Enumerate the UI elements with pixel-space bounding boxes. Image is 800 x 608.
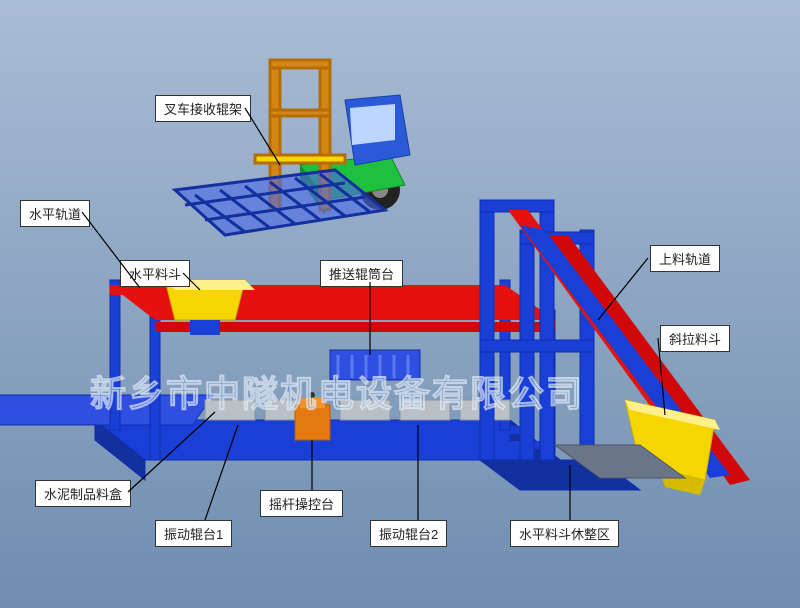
label-cement-tray: 水泥制品料盒 bbox=[35, 480, 131, 507]
label-diag-hopper: 斜拉料斗 bbox=[660, 325, 730, 352]
label-push-roller: 推送辊筒台 bbox=[320, 260, 403, 287]
diagram-canvas bbox=[0, 0, 800, 608]
joystick-console bbox=[295, 392, 330, 440]
cement-trays bbox=[205, 400, 510, 420]
label-vib-table2: 振动辊台2 bbox=[370, 520, 447, 547]
label-vib-table1: 振动辊台1 bbox=[155, 520, 232, 547]
label-hopper-rest: 水平料斗休整区 bbox=[510, 520, 619, 547]
label-horiz-hopper: 水平料斗 bbox=[120, 260, 190, 287]
push-roller-platform bbox=[330, 350, 420, 380]
label-horiz-rail: 水平轨道 bbox=[20, 200, 90, 227]
label-joystick: 摇杆操控台 bbox=[260, 490, 343, 517]
label-forklift-roller: 叉车接收辊架 bbox=[155, 95, 251, 122]
label-feed-rail: 上料轨道 bbox=[650, 245, 720, 272]
